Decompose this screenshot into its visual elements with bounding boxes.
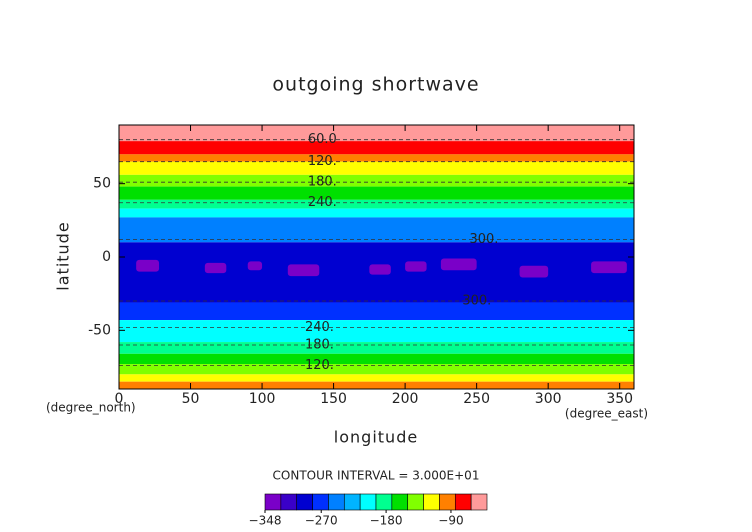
contour-band — [119, 353, 634, 365]
contour-label: 300. — [462, 294, 491, 309]
colorbar-tick-label: −90 — [438, 514, 463, 528]
contour-patch — [204, 262, 227, 274]
x-tick-label: 100 — [249, 391, 276, 407]
y-unit: (degree_north) — [46, 401, 136, 415]
colorbar-box — [375, 493, 393, 511]
x-unit: (degree_east) — [565, 407, 648, 421]
contour-patch — [519, 265, 549, 278]
y-tick-label: 0 — [102, 249, 111, 265]
contour-label: 240. — [308, 195, 337, 210]
x-tick-label: 150 — [320, 391, 347, 407]
colorbar-box — [264, 493, 282, 511]
colorbar-box — [359, 493, 377, 511]
contour-label: 240. — [305, 320, 334, 335]
contour-band — [119, 381, 634, 389]
contour-band — [119, 199, 634, 209]
colorbar-box — [454, 493, 472, 511]
contour-label: 180. — [305, 338, 334, 353]
x-tick-label: 300 — [535, 391, 562, 407]
contour-band — [119, 125, 634, 142]
y-axis-label: latitude — [54, 221, 73, 290]
contour-patch — [287, 264, 320, 277]
contour-label: 180. — [308, 175, 337, 190]
contour-band — [119, 342, 634, 354]
colorbar-box — [470, 493, 488, 511]
colorbar-box — [343, 493, 361, 511]
x-tick-label: 200 — [392, 391, 419, 407]
contour-band — [119, 161, 634, 175]
contour-label: 120. — [305, 358, 334, 373]
contour-band — [119, 208, 634, 218]
contour-patch — [591, 261, 627, 274]
y-tick-label: 50 — [93, 176, 111, 192]
x-tick-label: 50 — [182, 391, 200, 407]
contour-label: 120. — [308, 154, 337, 169]
colorbar-box — [312, 493, 329, 511]
colorbar-box — [439, 493, 456, 511]
contour-patch — [405, 261, 427, 272]
contour-patch — [136, 259, 160, 272]
x-axis-label: longitude — [334, 428, 418, 447]
contour-band — [119, 174, 634, 187]
contour-band — [119, 302, 634, 321]
colorbar-box — [296, 493, 313, 511]
x-tick-label: 250 — [463, 391, 490, 407]
colorbar-box — [423, 493, 440, 511]
contour-band — [119, 186, 634, 200]
contour-label: 300. — [469, 232, 498, 247]
colorbar-tick-label: −180 — [370, 514, 403, 528]
contour-interval: CONTOUR INTERVAL = 3.000E+01 — [273, 469, 480, 483]
x-tick-label: 0 — [115, 391, 124, 407]
contour-label: 60.0 — [308, 132, 337, 147]
contour-band — [119, 217, 634, 243]
contour-band — [119, 374, 634, 382]
colorbar-tick-label: −348 — [249, 514, 282, 528]
contour-patch — [440, 258, 477, 271]
contour-band — [119, 141, 634, 155]
colorbar-box — [328, 493, 345, 511]
contour-patch — [247, 261, 263, 271]
colorbar-box — [407, 493, 424, 511]
colorbar-tick-label: −270 — [305, 514, 338, 528]
chart-title: outgoing shortwave — [272, 74, 479, 96]
contour-patch — [369, 264, 391, 275]
contour-band — [119, 154, 634, 162]
y-tick-label: -50 — [88, 322, 111, 338]
x-tick-label: 350 — [606, 391, 633, 407]
contour-band — [119, 320, 634, 343]
contour-band — [119, 364, 634, 375]
colorbar-box — [391, 493, 409, 511]
colorbar-box — [280, 493, 298, 511]
